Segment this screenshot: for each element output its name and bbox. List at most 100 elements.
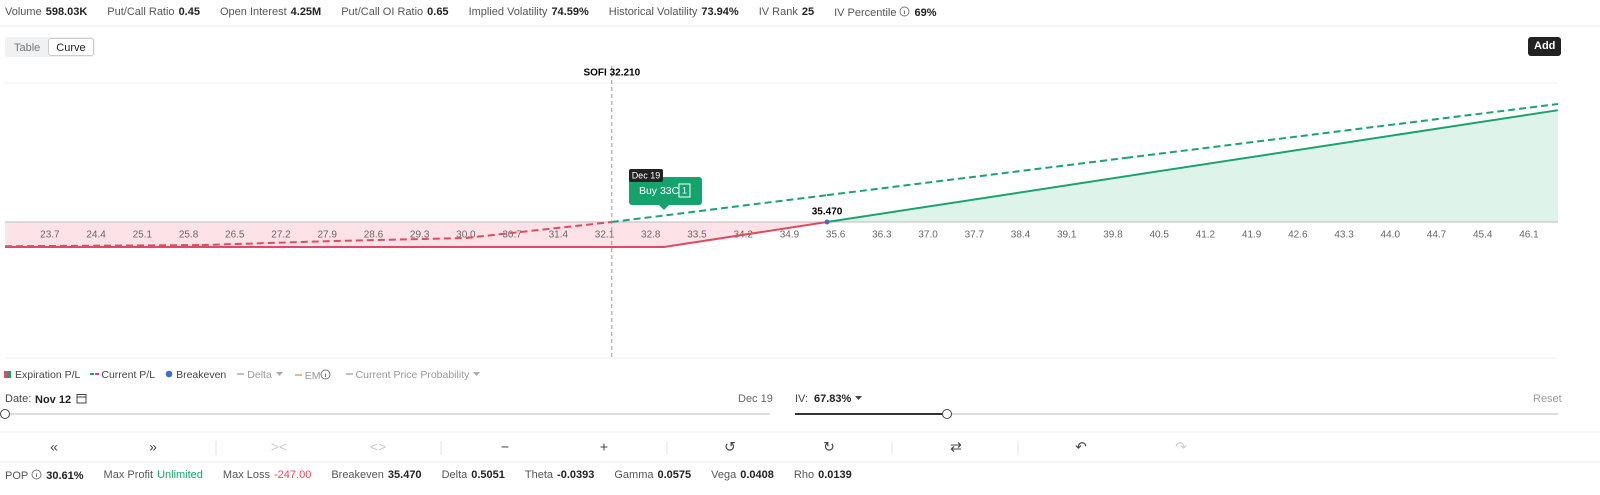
tooltip-date-bg	[628, 169, 663, 182]
toolbar-button[interactable]: ↺	[724, 439, 736, 455]
stat: IV Percentile 69%	[834, 6, 937, 19]
stat-value: 0.65	[427, 6, 449, 18]
x-tick-label: 24.4	[86, 230, 106, 241]
x-tick-label: 42.6	[1288, 230, 1308, 241]
stat-label: Gamma	[614, 469, 654, 481]
swatch-a	[4, 371, 8, 378]
caret[interactable]	[275, 370, 284, 378]
swatch-dot	[165, 370, 173, 378]
footer-stat: Delta 0.5051	[442, 469, 505, 482]
pl-line-segment	[1126, 103, 1559, 159]
pl-line-segment	[201, 240, 334, 247]
legend-item[interactable]: Current P/L	[90, 369, 155, 382]
x-tick-label: 29.3	[410, 230, 430, 241]
x-tick-label: 39.1	[1057, 230, 1077, 241]
breakeven-label: 35.470	[812, 207, 843, 218]
stat: Put/Call OI Ratio 0.65	[341, 6, 448, 19]
caret-shape	[473, 372, 481, 376]
legend-item[interactable]: Breakeven	[165, 369, 226, 382]
legend-item[interactable]: Expiration P/L	[4, 369, 80, 382]
caret[interactable]	[854, 394, 863, 402]
tooltip-qty-box	[678, 183, 691, 198]
breakeven-dot	[824, 219, 830, 225]
footer-stat: Max Profit Unlimited	[104, 469, 203, 482]
tab[interactable]: Table	[14, 42, 41, 54]
x-tick-label: 40.5	[1149, 230, 1169, 241]
info-circle	[320, 369, 331, 380]
toolbar-button[interactable]: ⇄	[950, 439, 962, 455]
tooltip-pointer	[658, 205, 669, 210]
cal-body	[76, 394, 87, 404]
x-tick-label: 38.4	[1011, 230, 1031, 241]
toolbar-button[interactable]: <>	[370, 439, 386, 455]
calendar-icon[interactable]	[76, 393, 88, 404]
caret-shape	[855, 396, 863, 400]
toolbar-button[interactable]: ↻	[823, 439, 835, 455]
add-button[interactable]: Add	[1528, 37, 1562, 56]
toolbar-button[interactable]: ↷	[1175, 439, 1187, 455]
legend-swatch	[4, 371, 11, 378]
x-tick-label: 34.9	[780, 230, 800, 241]
pl-line-segment	[826, 109, 1559, 224]
x-tick-label: 39.8	[1103, 230, 1123, 241]
pl-line-segment	[826, 156, 1127, 197]
date-value[interactable]: Nov 12	[35, 393, 88, 406]
tabs: Table Curve	[5, 37, 95, 57]
legend-item[interactable]: Delta	[236, 369, 284, 382]
legend-label: Current P/L	[101, 369, 156, 381]
stat-value: 73.94%	[701, 6, 739, 18]
toolbar-button[interactable]: −	[501, 439, 509, 455]
legend-swatch	[90, 373, 100, 375]
toolbar-button[interactable]: ↶	[1075, 439, 1087, 455]
stat-label: POP	[5, 470, 29, 482]
info-icon[interactable]	[899, 6, 910, 17]
footer-stat: Gamma 0.0575	[614, 469, 691, 482]
iv-value[interactable]: 67.83%	[814, 393, 863, 405]
info-icon[interactable]	[31, 469, 42, 480]
legend-item[interactable]: Current Price Probability	[345, 369, 482, 382]
footer-stat: Breakeven 35.470	[331, 469, 421, 482]
legend-swatch	[237, 373, 245, 375]
x-tick-label: 46.1	[1519, 230, 1539, 241]
x-tick-label: 25.8	[179, 230, 199, 241]
stat-value: 69%	[914, 7, 937, 19]
reset[interactable]: Reset	[1533, 393, 1562, 405]
iv-knob[interactable]	[942, 409, 952, 419]
pl-line-segment	[333, 236, 466, 243]
stat-value: 0.0408	[740, 469, 774, 481]
stat-label: Rho	[793, 469, 815, 481]
stat-value: Unlimited	[157, 469, 203, 481]
stat-value: 25	[801, 6, 815, 18]
stat-label: Max Loss	[222, 469, 270, 481]
stat-value: 74.59%	[551, 6, 589, 18]
tab[interactable]: Curve	[48, 38, 94, 56]
toolbar-button[interactable]: »	[149, 439, 157, 455]
x-tick-label: 23.7	[40, 230, 60, 241]
pl-line-segment	[663, 221, 828, 248]
stat-label: IV Percentile	[834, 7, 897, 19]
x-tick-label: 43.3	[1334, 230, 1354, 241]
stat-value: 35.470	[387, 469, 422, 481]
x-tick-label: 28.6	[364, 230, 384, 241]
stat: Put/Call Ratio 0.45	[107, 6, 200, 19]
stat-label: Put/Call OI Ratio	[341, 6, 424, 18]
footer-stat: Theta -0.0393	[525, 469, 594, 482]
x-tick-label: 36.3	[872, 230, 892, 241]
toolbar-button[interactable]: «	[50, 439, 58, 455]
date-knob[interactable]	[0, 409, 10, 419]
legend-item[interactable]: EM	[294, 369, 335, 382]
caret[interactable]	[472, 370, 481, 378]
x-tick-label: 37.0	[918, 230, 938, 241]
legend-swatch	[165, 370, 173, 378]
info-icon[interactable]	[320, 369, 331, 380]
toolbar-button[interactable]: ><	[271, 439, 287, 455]
legend: Expiration P/L Current P/L Breakeven Delta E…	[4, 369, 481, 382]
stat-label: Historical Volatility	[608, 6, 698, 18]
stat-value: 0.0575	[657, 469, 692, 481]
legend-label: Breakeven	[176, 369, 227, 381]
spot-label: SOFI 32.210	[583, 68, 640, 79]
pl-line-segment	[465, 221, 612, 239]
toolbar-button[interactable]: +	[600, 439, 608, 455]
info-circle	[31, 469, 42, 480]
